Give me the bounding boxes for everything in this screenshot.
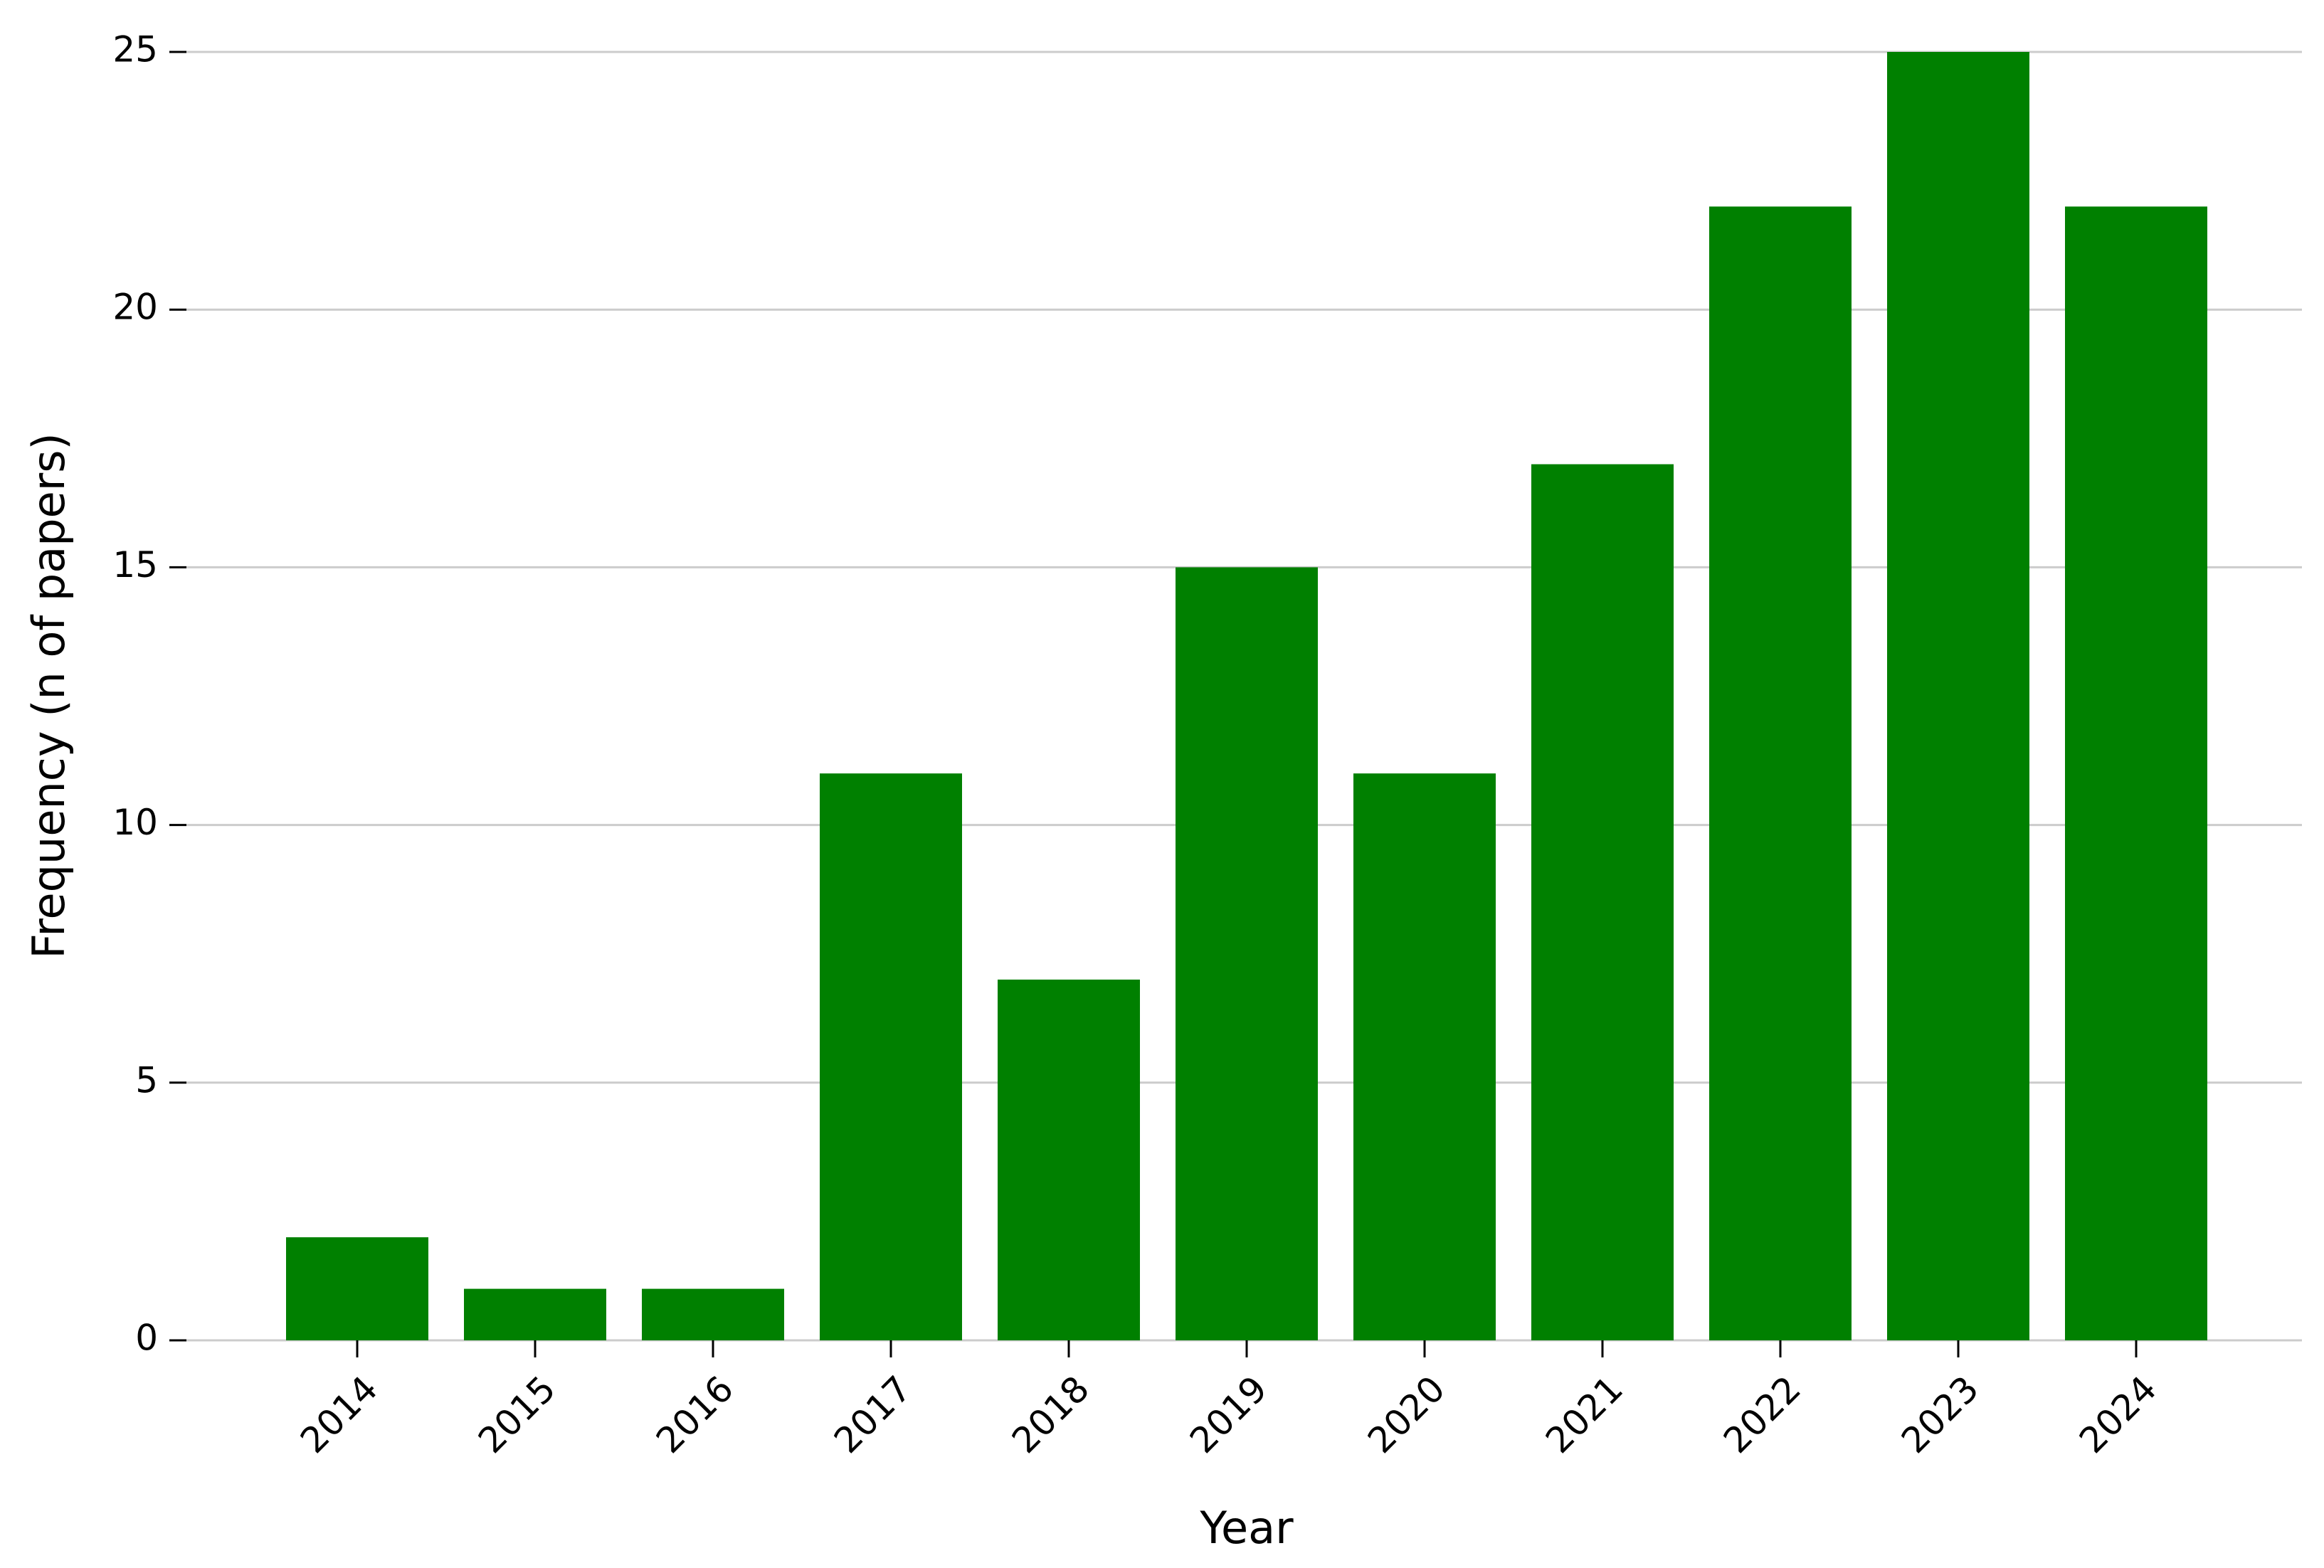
bar — [464, 1288, 606, 1340]
x-tick-label: 2014 — [292, 1368, 386, 1461]
y-axis-title: Frequency (n of papers) — [23, 433, 75, 959]
bar — [1887, 52, 2029, 1340]
bar — [2065, 206, 2207, 1340]
bar — [820, 773, 962, 1340]
x-tick-label: 2023 — [1893, 1368, 1987, 1461]
x-axis-title: Year — [1199, 1502, 1294, 1554]
bar — [1531, 464, 1674, 1340]
y-tick-label: 0 — [135, 1318, 158, 1359]
y-tick-label: 25 — [112, 29, 158, 70]
x-tick-label: 2021 — [1538, 1368, 1631, 1461]
bar — [286, 1237, 428, 1340]
x-tick-label: 2024 — [2071, 1368, 2165, 1461]
x-tick-label: 2015 — [470, 1368, 564, 1461]
bar — [998, 979, 1140, 1340]
y-tick-label: 20 — [112, 287, 158, 328]
x-tick-label: 2018 — [1004, 1368, 1097, 1461]
y-tick-label: 5 — [135, 1059, 158, 1101]
y-tick-label: 10 — [112, 802, 158, 843]
bar — [642, 1288, 784, 1340]
x-tick-label: 2020 — [1360, 1368, 1453, 1461]
bar — [1709, 206, 1852, 1340]
x-tick-label: 2016 — [648, 1368, 741, 1461]
x-tick-label: 2017 — [826, 1368, 919, 1461]
bar — [1176, 567, 1318, 1340]
x-tick-label: 2019 — [1182, 1368, 1275, 1461]
y-tick-label: 15 — [112, 544, 158, 586]
bar — [1353, 773, 1496, 1340]
x-tick-label: 2022 — [1716, 1368, 1809, 1461]
